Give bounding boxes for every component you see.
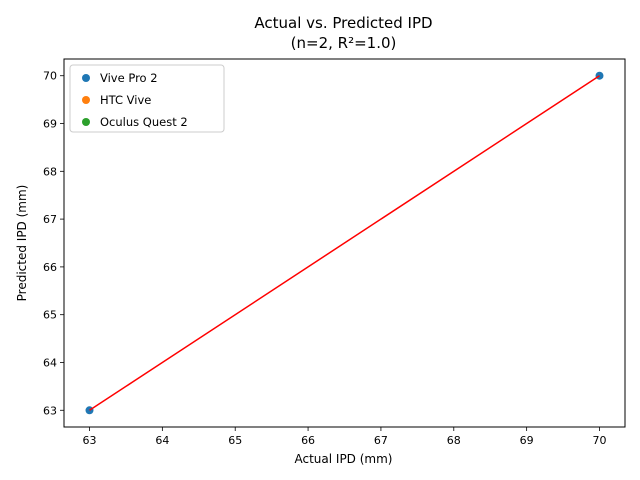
x-tick-label: 66 [301, 434, 315, 447]
x-axis-label: Actual IPD (mm) [295, 452, 393, 466]
y-tick-label: 69 [43, 118, 57, 131]
fit-line [89, 75, 600, 411]
plot-frame [63, 58, 626, 428]
y-tick-label: 64 [43, 356, 57, 369]
x-tick-label: 65 [228, 434, 242, 447]
chart-title: Actual vs. Predicted IPD [254, 14, 432, 32]
y-tick-label: 63 [43, 404, 57, 417]
legend-box [69, 64, 225, 133]
legend-marker [82, 96, 90, 104]
legend-label: HTC Vive [100, 93, 151, 107]
legend: Vive Pro 2 HTC Vive Oculus Quest 2 [69, 64, 225, 133]
y-tick-label: 66 [43, 261, 57, 274]
x-tick-label: 63 [83, 434, 97, 447]
y-axis-label: Predicted IPD (mm) [15, 185, 29, 302]
legend-label: Vive Pro 2 [100, 71, 158, 85]
x-tick-label: 68 [447, 434, 461, 447]
x-tick-label: 69 [520, 434, 534, 447]
x-tick-label: 64 [155, 434, 169, 447]
y-tick-label: 65 [43, 309, 57, 322]
y-tick-label: 67 [43, 213, 57, 226]
chart-subtitle: (n=2, R²=1.0) [291, 34, 397, 52]
y-axis: 63 64 65 66 67 68 69 70 [43, 70, 64, 417]
legend-label: Oculus Quest 2 [100, 115, 188, 129]
y-tick-label: 70 [43, 70, 57, 83]
x-tick-label: 67 [374, 434, 388, 447]
x-axis: 63 64 65 66 67 68 69 70 [83, 427, 607, 447]
legend-marker [82, 74, 90, 82]
y-tick-label: 68 [43, 165, 57, 178]
x-tick-label: 70 [593, 434, 607, 447]
plot-area [85, 71, 604, 415]
legend-marker [82, 118, 90, 126]
